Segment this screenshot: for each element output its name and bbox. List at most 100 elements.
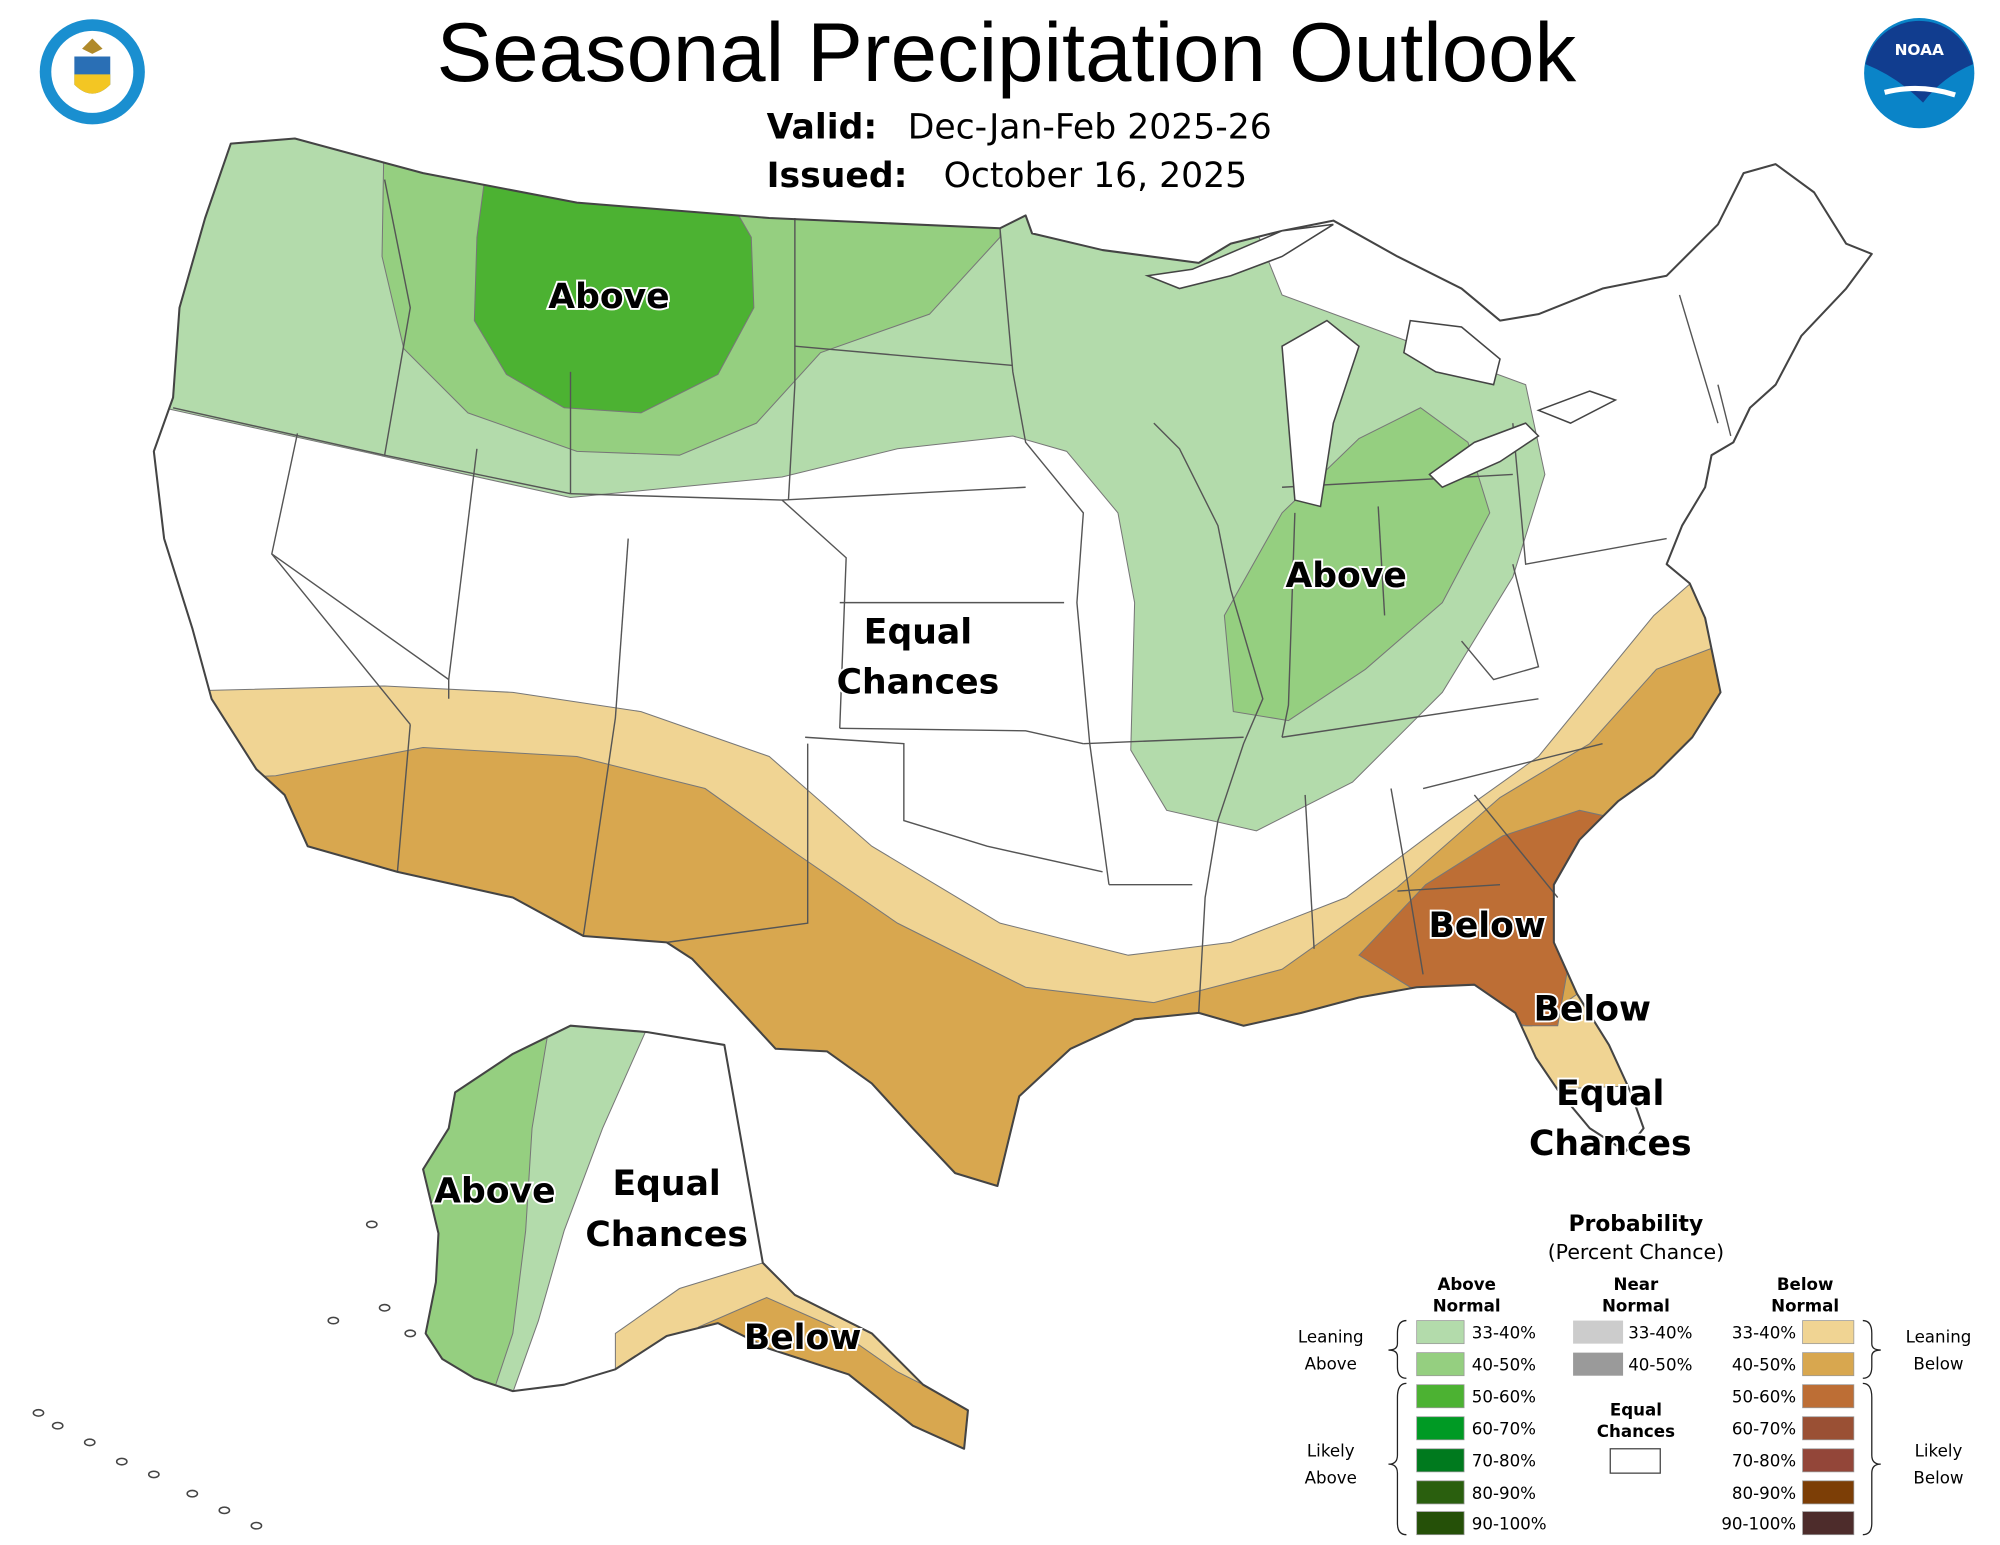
state-boundary: [1281, 698, 1539, 738]
label-below-alaska: Below: [744, 1318, 861, 1358]
region-above-50-60-montana: [473, 179, 755, 414]
legend-leaning-below-1: Leaning: [1906, 1327, 1972, 1346]
legend-above-range: 70-80%: [1472, 1452, 1536, 1471]
legend-below-range: 80-90%: [1732, 1484, 1796, 1503]
alaska-outline: [422, 1024, 969, 1450]
legend-equal-header-1: Equal: [1610, 1400, 1662, 1419]
legend-below-swatch: [1802, 1480, 1855, 1505]
legend-near-header-1: Near: [1614, 1275, 1659, 1294]
legend-below-range: 40-50%: [1732, 1356, 1796, 1375]
island: [327, 1316, 340, 1325]
legend-equal-header-2: Chances: [1597, 1422, 1675, 1441]
legend-below-swatch: [1802, 1384, 1855, 1409]
page-title: Seasonal Precipitation Outlook: [437, 6, 1577, 99]
island: [378, 1303, 391, 1312]
map-labels: Above Above Equal Chances Below Below Eq…: [432, 275, 1693, 1360]
legend-above-range: 80-90%: [1472, 1484, 1536, 1503]
state-boundary: [1304, 794, 1315, 949]
label-below-florida: Below: [1534, 990, 1651, 1030]
issued-label: Issued:: [767, 156, 908, 196]
state-boundary: [839, 727, 1084, 745]
valid-line: Valid: Dec-Jan-Feb 2025-26: [767, 108, 1272, 148]
valid-label: Valid:: [767, 108, 878, 148]
state-boundary: [1397, 883, 1501, 892]
legend: Probability (Percent Chance) Above Norma…: [1298, 1212, 1972, 1536]
legend-near-range: 40-50%: [1628, 1356, 1692, 1375]
state-boundary: [1473, 794, 1559, 898]
legend-above-header-2: Normal: [1433, 1297, 1501, 1316]
state-boundary: [805, 736, 1103, 873]
state-boundary: [1460, 563, 1540, 681]
legend-below-swatch: [1802, 1416, 1855, 1441]
legend-below-swatch: [1802, 1448, 1855, 1473]
state-boundary: [787, 218, 796, 501]
island: [115, 1457, 128, 1466]
label-above-alaska: Above: [434, 1172, 555, 1212]
legend-below-range: 33-40%: [1732, 1324, 1796, 1343]
state-boundary: [448, 448, 478, 680]
legend-below-range: 60-70%: [1732, 1420, 1796, 1439]
noaa-logo-text: NOAA: [1895, 41, 1944, 59]
legend-above-range: 50-60%: [1472, 1388, 1536, 1407]
lake: [1536, 390, 1618, 424]
issued-line: Issued: October 16, 2025: [767, 156, 1248, 196]
legend-above-swatch: [1416, 1480, 1465, 1505]
island: [83, 1438, 96, 1447]
lake: [1402, 319, 1501, 386]
state-boundary: [383, 179, 411, 456]
aleutian-islands: [32, 1220, 417, 1530]
island: [404, 1329, 417, 1338]
label-equal-florida-2: Chances: [1529, 1124, 1692, 1164]
lake: [1144, 223, 1334, 290]
conus-outline: [152, 137, 1873, 1187]
legend-likely-above-1: Likely: [1307, 1441, 1355, 1460]
label-equal-central-1: Equal: [864, 613, 972, 653]
legend-leaning-below-2: Below: [1913, 1354, 1963, 1373]
legend-likely-above-2: Above: [1305, 1468, 1357, 1487]
legend-below-swatch: [1802, 1320, 1855, 1345]
legend-leaning-above-1: Leaning: [1298, 1327, 1364, 1346]
state-boundary: [794, 345, 1013, 367]
island: [250, 1521, 263, 1530]
lake: [1428, 422, 1540, 489]
label-above-midwest: Above: [1285, 556, 1406, 596]
valid-value: Dec-Jan-Feb 2025-26: [908, 108, 1272, 148]
legend-title: Probability: [1569, 1212, 1704, 1237]
state-boundary: [570, 492, 847, 729]
island: [147, 1470, 160, 1479]
legend-above-header-1: Above: [1437, 1275, 1495, 1294]
state-boundary: [782, 486, 1026, 501]
legend-equal-swatch: [1609, 1448, 1661, 1474]
legend-below-header-2: Normal: [1771, 1297, 1839, 1316]
state-boundary: [1390, 788, 1424, 975]
state-boundary: [1377, 506, 1386, 616]
label-equal-central-2: Chances: [837, 663, 1000, 703]
state-boundary: [1083, 736, 1244, 745]
legend-likely-below-1: Likely: [1915, 1441, 1963, 1460]
island: [186, 1489, 199, 1498]
great-lakes: [1144, 223, 1618, 508]
lake: [1281, 319, 1360, 508]
label-above-northwest: Above: [548, 277, 669, 317]
legend-subtitle: (Percent Chance): [1548, 1240, 1724, 1264]
legend-above-range: 60-70%: [1472, 1420, 1536, 1439]
legend-below-swatch: [1802, 1511, 1855, 1536]
label-equal-alaska-2: Chances: [585, 1215, 748, 1255]
legend-below-swatch: [1802, 1352, 1855, 1377]
state-boundary: [1678, 294, 1719, 424]
state-boundary: [666, 743, 809, 944]
legend-above-swatch: [1416, 1320, 1465, 1345]
legend-below-range: 70-80%: [1732, 1452, 1796, 1471]
island: [218, 1506, 231, 1515]
state-boundary: [614, 538, 629, 719]
island: [32, 1408, 45, 1417]
legend-leaning-above-2: Above: [1305, 1354, 1357, 1373]
region-below-33-40-alaska: [614, 1262, 968, 1449]
legend-near-range: 33-40%: [1628, 1324, 1692, 1343]
legend-below-range: 50-60%: [1732, 1388, 1796, 1407]
island: [365, 1220, 378, 1229]
legend-above-range: 33-40%: [1472, 1324, 1536, 1343]
legend-above-swatch: [1416, 1352, 1465, 1377]
state-boundary: [396, 724, 411, 872]
